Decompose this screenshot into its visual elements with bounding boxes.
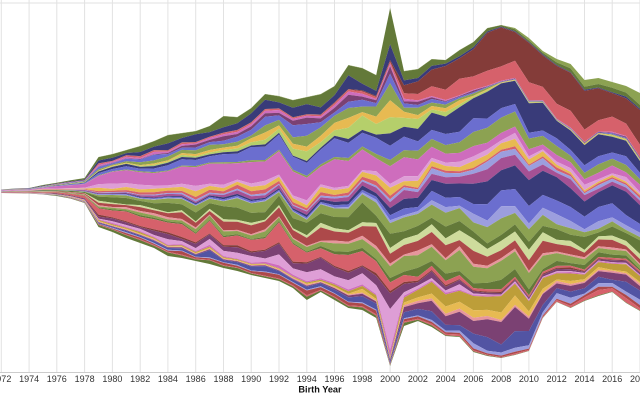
svg-text:2008: 2008 <box>491 374 511 384</box>
svg-text:2000: 2000 <box>380 374 400 384</box>
svg-text:1992: 1992 <box>269 374 289 384</box>
svg-text:1990: 1990 <box>241 374 261 384</box>
svg-text:1994: 1994 <box>297 374 317 384</box>
svg-text:1982: 1982 <box>130 374 150 384</box>
svg-text:2002: 2002 <box>408 374 428 384</box>
svg-text:1996: 1996 <box>324 374 344 384</box>
svg-text:2016: 2016 <box>602 374 622 384</box>
svg-text:1988: 1988 <box>213 374 233 384</box>
svg-text:1974: 1974 <box>19 374 39 384</box>
svg-text:2004: 2004 <box>436 374 456 384</box>
svg-text:Birth Year: Birth Year <box>298 385 342 395</box>
svg-text:2006: 2006 <box>463 374 483 384</box>
svg-text:1998: 1998 <box>352 374 372 384</box>
svg-text:2018: 2018 <box>630 374 640 384</box>
svg-text:1976: 1976 <box>47 374 67 384</box>
svg-text:1980: 1980 <box>102 374 122 384</box>
svg-text:2010: 2010 <box>519 374 539 384</box>
svg-text:1972: 1972 <box>0 374 11 384</box>
svg-text:1978: 1978 <box>75 374 95 384</box>
svg-text:2012: 2012 <box>547 374 567 384</box>
svg-text:1984: 1984 <box>158 374 178 384</box>
svg-text:1986: 1986 <box>186 374 206 384</box>
svg-text:2014: 2014 <box>574 374 594 384</box>
